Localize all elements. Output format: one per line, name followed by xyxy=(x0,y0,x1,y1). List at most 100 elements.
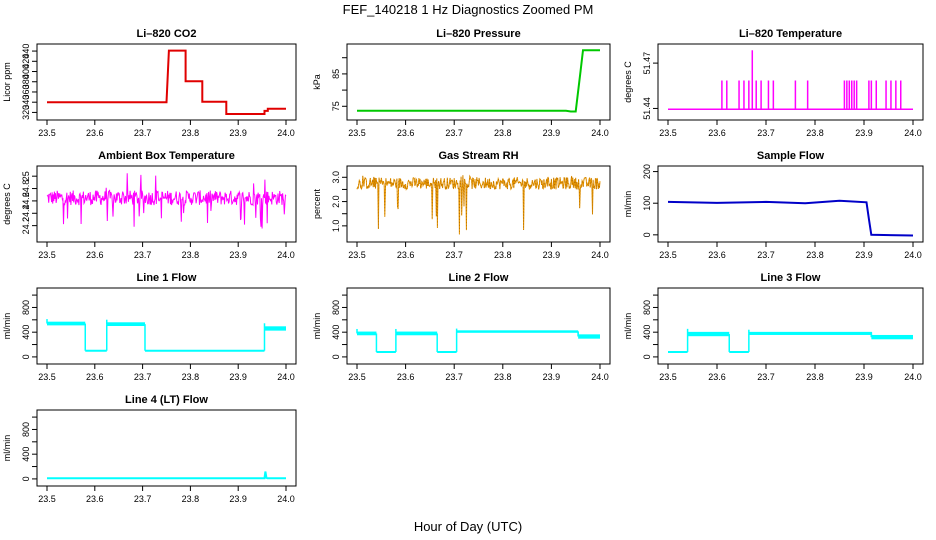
panel-line-2-flow-x-tick-label: 23.5 xyxy=(348,372,366,382)
panel-line-4-lt-flow-x-tick-label: 23.7 xyxy=(134,494,152,504)
panel-line-2-flow-x-tick-label: 24.0 xyxy=(591,372,609,382)
panel-line-1-flow-y-tick-label: 800 xyxy=(21,300,31,315)
panel-sample-flow-y-tick-label: 0 xyxy=(642,232,652,237)
figure-title: FEF_140218 1 Hz Diagnostics Zoomed PM xyxy=(343,2,594,17)
panel-li-820-co2-y-tick-label: 360 xyxy=(21,84,31,99)
panel-line-4-lt-flow-x-tick-label: 23.6 xyxy=(86,494,104,504)
panel-li-820-co2-x-tick-label: 23.7 xyxy=(134,128,152,138)
panel-gas-stream-rh-x-tick-label: 23.7 xyxy=(445,250,463,260)
panel-li-820-pressure-title: Li–820 Pressure xyxy=(436,28,520,40)
panel-li-820-temperature-data xyxy=(668,50,913,110)
panel-ambient-box-temperature-data xyxy=(46,173,287,229)
panel-li-820-co2-title: Li–820 CO2 xyxy=(137,28,197,40)
panel-line-4-lt-flow: Line 4 (LT) Flow 23.5 23.6 23.7 23.8 23.9 24.0… xyxy=(2,394,297,504)
panel-li-820-pressure-series-line xyxy=(357,49,600,113)
panel-sample-flow-x-tick-label: 23.5 xyxy=(659,250,677,260)
panel-line-2-flow-x-tick-label: 23.6 xyxy=(397,372,415,382)
panel-line-3-flow-flow-band xyxy=(871,334,913,340)
panel-sample-flow-y-tick-label: 100 xyxy=(642,196,652,211)
panel-li-820-temperature-x-tick-label: 24.0 xyxy=(904,128,922,138)
panel-sample-flow-x-tick-label: 23.9 xyxy=(855,250,873,260)
panel-ambient-box-temperature-x-tick-label: 24.0 xyxy=(277,250,295,260)
panel-line-2-flow-x-tick-label: 23.7 xyxy=(445,372,463,382)
panel-li-820-pressure-data xyxy=(357,49,600,113)
panel-line-2-flow-x-tick-label: 23.8 xyxy=(494,372,512,382)
panel-line-4-lt-flow-y-axis-label: ml/min xyxy=(2,435,12,462)
panel-line-4-lt-flow-x-tick-label: 23.9 xyxy=(229,494,247,504)
panel-gas-stream-rh-frame xyxy=(346,165,611,243)
panel-li-820-co2-x-tick-label: 24.0 xyxy=(277,128,295,138)
panel-line-1-flow-x-tick-label: 23.9 xyxy=(229,372,247,382)
panel-li-820-co2-y-tick-label: 320 xyxy=(21,105,31,120)
panel-li-820-temperature-title: Li–820 Temperature xyxy=(739,28,842,40)
panel-gas-stream-rh-series-dots xyxy=(356,175,601,235)
panel-gas-stream-rh-y-axis-label: percent xyxy=(312,188,322,219)
panel-li-820-temperature-x-tick-label: 23.8 xyxy=(806,128,824,138)
panel-line-4-lt-flow-x-tick-label: 23.5 xyxy=(38,494,56,504)
panel-li-820-pressure-y-axis-label: kPa xyxy=(312,74,322,90)
panel-gas-stream-rh: Gas Stream RH 23.5 23.6 23.7 23.8 23.9 24.0 1.0… xyxy=(312,150,611,260)
panel-ambient-box-temperature-y-tick-label: 25 xyxy=(21,171,31,181)
panel-line-1-flow-flow-band xyxy=(47,321,86,326)
panel-sample-flow-title: Sample Flow xyxy=(757,150,825,162)
panel-ambient-box-temperature-y-tick-label: 24.6 xyxy=(21,192,31,210)
panel-li-820-pressure-y-tick-label: 85 xyxy=(331,69,341,79)
panel-line-4-lt-flow-title: Line 4 (LT) Flow xyxy=(125,394,208,406)
panel-ambient-box-temperature-x-tick-label: 23.9 xyxy=(229,250,247,260)
panel-line-4-lt-flow-y-tick-label: 0 xyxy=(21,476,31,481)
panel-line-1-flow: Line 1 Flow 23.5 23.6 23.7 23.8 23.9 24.0 0 400 8… xyxy=(2,272,297,382)
panel-line-3-flow-y-axis-label: ml/min xyxy=(623,313,633,340)
panel-li-820-pressure-x-tick-label: 23.7 xyxy=(445,128,463,138)
panels-group: Li–820 CO2 23.5 23.6 23.7 23.8 23.9 24.0 320340… xyxy=(2,28,924,504)
panel-li-820-temperature-x-tick-label: 23.5 xyxy=(659,128,677,138)
panel-ambient-box-temperature-x-tick-label: 23.8 xyxy=(182,250,200,260)
panel-line-3-flow-data xyxy=(668,328,913,353)
panel-li-820-pressure-x-tick-label: 24.0 xyxy=(591,128,609,138)
panel-ambient-box-temperature: Ambient Box Temperature 23.5 23.6 23.7 23.8 2… xyxy=(2,150,297,260)
panel-gas-stream-rh-x-tick-label: 23.6 xyxy=(397,250,415,260)
panel-line-3-flow-x-tick-label: 23.7 xyxy=(757,372,775,382)
figure-x-axis-label: Hour of Day (UTC) xyxy=(414,519,522,534)
panel-line-2-flow-y-tick-label: 0 xyxy=(331,354,341,359)
panel-ambient-box-temperature-y-tick-label: 24.4 xyxy=(21,205,31,223)
panel-line-4-lt-flow-y-tick-label: 800 xyxy=(21,422,31,437)
panel-gas-stream-rh-y-tick-label: 2.0 xyxy=(331,195,341,208)
panel-line-4-lt-flow-data xyxy=(47,471,286,480)
panel-li-820-pressure-frame xyxy=(346,43,611,121)
panel-line-3-flow-y-tick-label: 0 xyxy=(642,354,652,359)
panel-gas-stream-rh-title: Gas Stream RH xyxy=(438,150,518,162)
panel-line-2-flow: Line 2 Flow 23.5 23.6 23.7 23.8 23.9 24.0 0 400 8… xyxy=(312,272,611,382)
panel-line-3-flow-x-tick-label: 23.5 xyxy=(659,372,677,382)
panel-line-1-flow-data xyxy=(46,319,286,352)
panel-line-3-flow-y-tick-label: 400 xyxy=(642,325,652,340)
panel-gas-stream-rh-data xyxy=(356,174,601,235)
panel-line-4-lt-flow-series-line xyxy=(47,471,286,480)
panel-sample-flow-y-axis-label: ml/min xyxy=(623,191,633,218)
panel-line-2-flow-title: Line 2 Flow xyxy=(449,272,509,284)
panel-gas-stream-rh-x-tick-label: 23.8 xyxy=(494,250,512,260)
panel-line-3-flow-x-tick-label: 23.9 xyxy=(855,372,873,382)
panel-line-4-lt-flow-x-tick-label: 23.8 xyxy=(182,494,200,504)
panel-ambient-box-temperature-series-line xyxy=(46,173,287,229)
panel-li-820-pressure-y-tick-label: 75 xyxy=(331,101,341,111)
panel-li-820-co2-x-tick-label: 23.8 xyxy=(182,128,200,138)
panel-sample-flow-series-line xyxy=(667,199,914,237)
panel-sample-flow-x-tick-label: 23.8 xyxy=(806,250,824,260)
panel-ambient-box-temperature-x-tick-label: 23.7 xyxy=(134,250,152,260)
panel-line-3-flow: Line 3 Flow 23.5 23.6 23.7 23.8 23.9 24.0 0 400 8… xyxy=(623,272,924,382)
panel-line-3-flow-y-tick-label: 800 xyxy=(642,300,652,315)
panel-line-2-flow-x-tick-label: 23.9 xyxy=(543,372,561,382)
panel-sample-flow-y-tick-label: 200 xyxy=(642,164,652,179)
panel-li-820-co2-y-axis-label: Licor ppm xyxy=(2,62,12,102)
panel-ambient-box-temperature-x-tick-label: 23.6 xyxy=(86,250,104,260)
panel-li-820-co2-y-tick-label: 380 xyxy=(21,74,31,89)
panel-line-2-flow-y-tick-label: 400 xyxy=(331,325,341,340)
panel-line-2-flow-flow-band xyxy=(357,331,377,336)
panel-ambient-box-temperature-y-tick-label: 24.2 xyxy=(21,217,31,235)
panel-line-1-flow-frame xyxy=(36,287,297,365)
panel-li-820-temperature-y-tick-label: 51.47 xyxy=(642,52,652,75)
panel-line-3-flow-x-tick-label: 23.6 xyxy=(708,372,726,382)
panel-sample-flow-frame xyxy=(657,165,924,243)
